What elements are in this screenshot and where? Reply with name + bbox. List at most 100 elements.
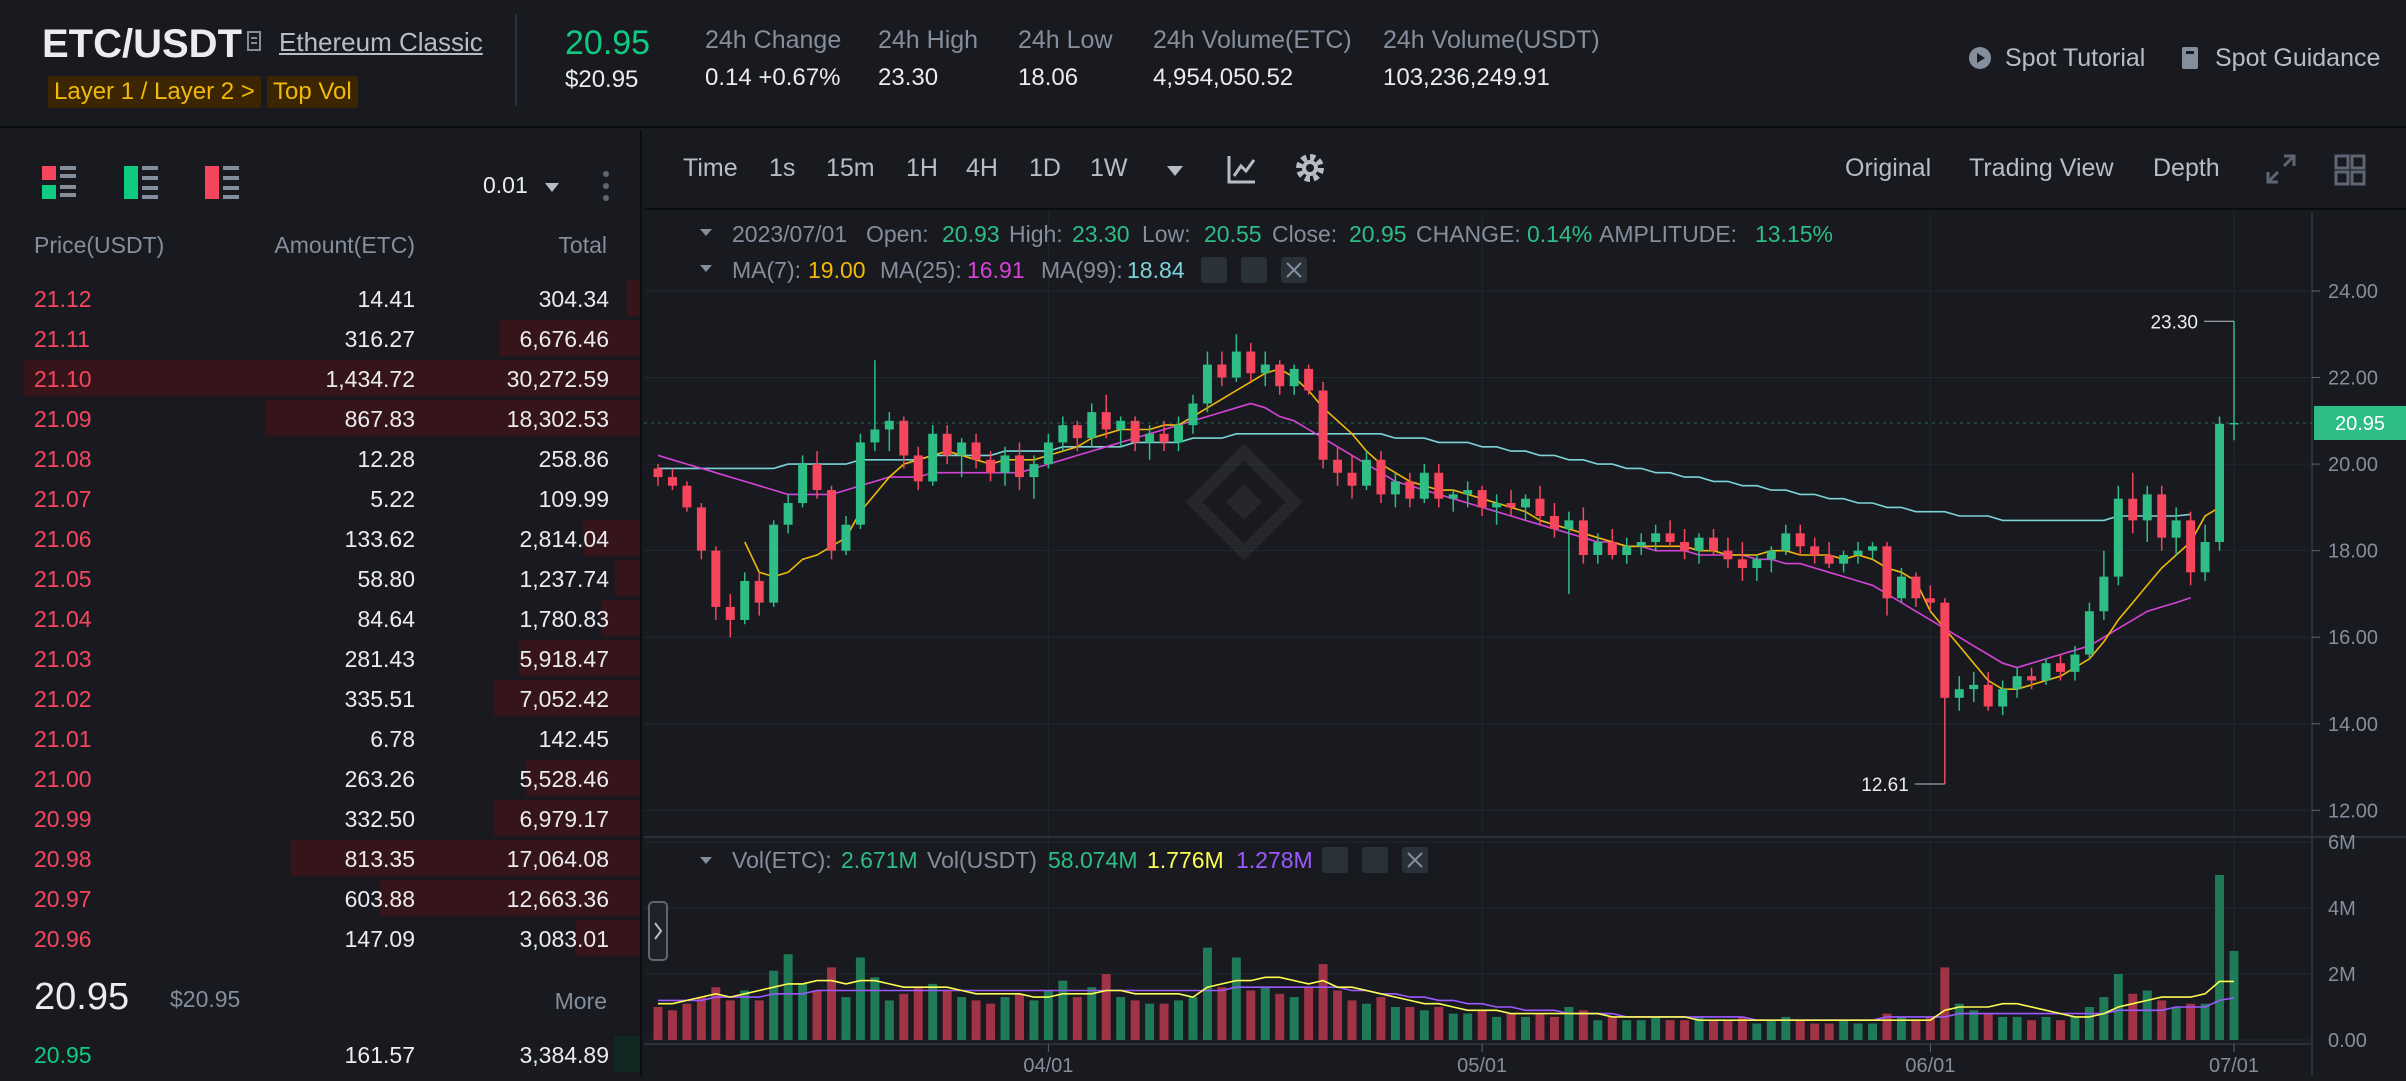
candle-body[interactable] [2099,576,2109,612]
candle-body[interactable] [2171,520,2181,538]
volume-bar[interactable] [1477,1010,1487,1040]
candle-body[interactable] [884,420,894,430]
candle-body[interactable] [1694,537,1704,551]
orderbook-bids-view-icon[interactable] [124,166,158,205]
orderbook-asks-view-icon[interactable] [205,166,239,205]
candle-body[interactable] [1535,498,1545,517]
interval-4h[interactable]: 4H [966,154,998,182]
candle-body[interactable] [754,580,764,603]
volume-bar[interactable] [1824,1023,1834,1041]
orderbook-both-view-icon[interactable] [42,166,76,205]
volume-bar[interactable] [682,1003,692,1040]
volume-bar[interactable] [783,954,793,1040]
candle-body[interactable] [1000,455,1010,473]
candle-body[interactable] [855,442,865,525]
candle-body[interactable] [1188,403,1198,426]
volume-bar[interactable] [841,997,851,1040]
candle-body[interactable] [1723,550,1733,560]
candle-body[interactable] [1636,542,1646,547]
ask-row[interactable]: 20.96 147.09 3,083.01 [0,918,642,958]
volume-bar[interactable] [1636,1020,1646,1040]
volume-bar[interactable] [1188,997,1198,1040]
candle-body[interactable] [971,442,981,460]
vol-settings-icon[interactable] [1362,847,1388,873]
candle-body[interactable] [2012,676,2022,690]
volume-bar[interactable] [1896,1016,1906,1040]
collapse-caret-icon[interactable] [700,229,712,236]
candle-body[interactable] [841,524,851,551]
candle-body[interactable] [1477,490,1487,508]
candle-body[interactable] [1246,351,1256,374]
volume-bar[interactable] [1145,1003,1155,1040]
candle-body[interactable] [2229,422,2239,425]
candle-body[interactable] [1665,533,1675,542]
current-price-tag[interactable] [2314,405,2406,440]
candle-body[interactable] [2070,654,2080,672]
layout-grid-icon[interactable] [2334,154,2366,191]
candle-body[interactable] [986,459,996,473]
candle-body[interactable] [1217,364,1227,378]
settings-small-icon[interactable] [1241,257,1267,283]
ask-row[interactable]: 21.11 316.27 6,676.46 [0,318,642,358]
volume-bar[interactable] [1998,1016,2008,1040]
volume-bar[interactable] [2070,1016,2080,1040]
candle-body[interactable] [1781,533,1791,551]
caret-down-icon[interactable] [545,180,559,198]
volume-bar[interactable] [1969,1010,1979,1040]
candle-body[interactable] [740,580,750,620]
volume-bar[interactable] [2084,1007,2094,1040]
volume-bar[interactable] [2171,1007,2181,1040]
volume-bar[interactable] [1246,990,1256,1041]
volume-bar[interactable] [1087,987,1097,1040]
interval-1s[interactable]: 1s [769,154,796,182]
candle-body[interactable] [1521,498,1531,508]
volume-bar[interactable] [1665,1020,1675,1040]
ask-row[interactable]: 21.01 6.78 142.45 [0,718,642,758]
volume-bar[interactable] [827,967,836,1040]
volume-bar[interactable] [1029,1000,1039,1040]
volume-bar[interactable] [913,987,923,1040]
volume-bar[interactable] [2229,950,2239,1040]
candle-body[interactable] [783,503,793,525]
volume-bar[interactable] [1275,993,1285,1040]
volume-bar[interactable] [1202,947,1212,1040]
volume-bar[interactable] [2157,1000,2167,1040]
candle-body[interactable] [913,455,923,482]
candle-body[interactable] [2128,498,2138,521]
volume-bar[interactable] [1492,1016,1502,1040]
volume-bar[interactable] [725,1000,735,1040]
candle-body[interactable] [1058,425,1068,443]
candle-body[interactable] [1390,481,1400,495]
volume-bar[interactable] [1983,1013,1993,1040]
volume-bar[interactable] [1709,1020,1718,1040]
candle-body[interactable] [1969,684,1979,690]
tag-top-vol[interactable]: Top Vol [267,76,358,108]
volume-bar[interactable] [1174,1000,1183,1040]
volume-bar[interactable] [812,990,822,1041]
volume-bar[interactable] [1940,967,1950,1040]
volume-bar[interactable] [1058,980,1068,1040]
candle-body[interactable] [2186,520,2196,573]
volume-bar[interactable] [1521,1016,1531,1040]
volume-bar[interactable] [696,997,706,1040]
candle-body[interactable] [1925,598,1935,603]
candle-body[interactable] [1853,550,1863,555]
candle-body[interactable] [1043,442,1053,465]
interval-time[interactable]: Time [683,154,738,182]
volume-bar[interactable] [1101,974,1111,1040]
volume-bar[interactable] [1231,957,1241,1041]
volume-bar[interactable] [2186,1003,2196,1040]
volume-bar[interactable] [1882,1013,1892,1040]
candle-body[interactable] [1622,546,1632,555]
volume-bar[interactable] [1260,987,1270,1040]
candle-body[interactable] [1564,520,1574,530]
view-trading-view[interactable]: Trading View [1969,154,2114,182]
volume-bar[interactable] [2027,1020,2037,1040]
candle-body[interactable] [899,420,909,456]
volume-bar[interactable] [1463,1013,1473,1040]
volume-bar[interactable] [1535,1013,1545,1040]
candle-body[interactable] [1231,351,1241,378]
volume-bar[interactable] [1000,997,1010,1040]
ask-row[interactable]: 21.12 14.41 304.34 [0,278,642,318]
candle-body[interactable] [1983,684,1993,707]
